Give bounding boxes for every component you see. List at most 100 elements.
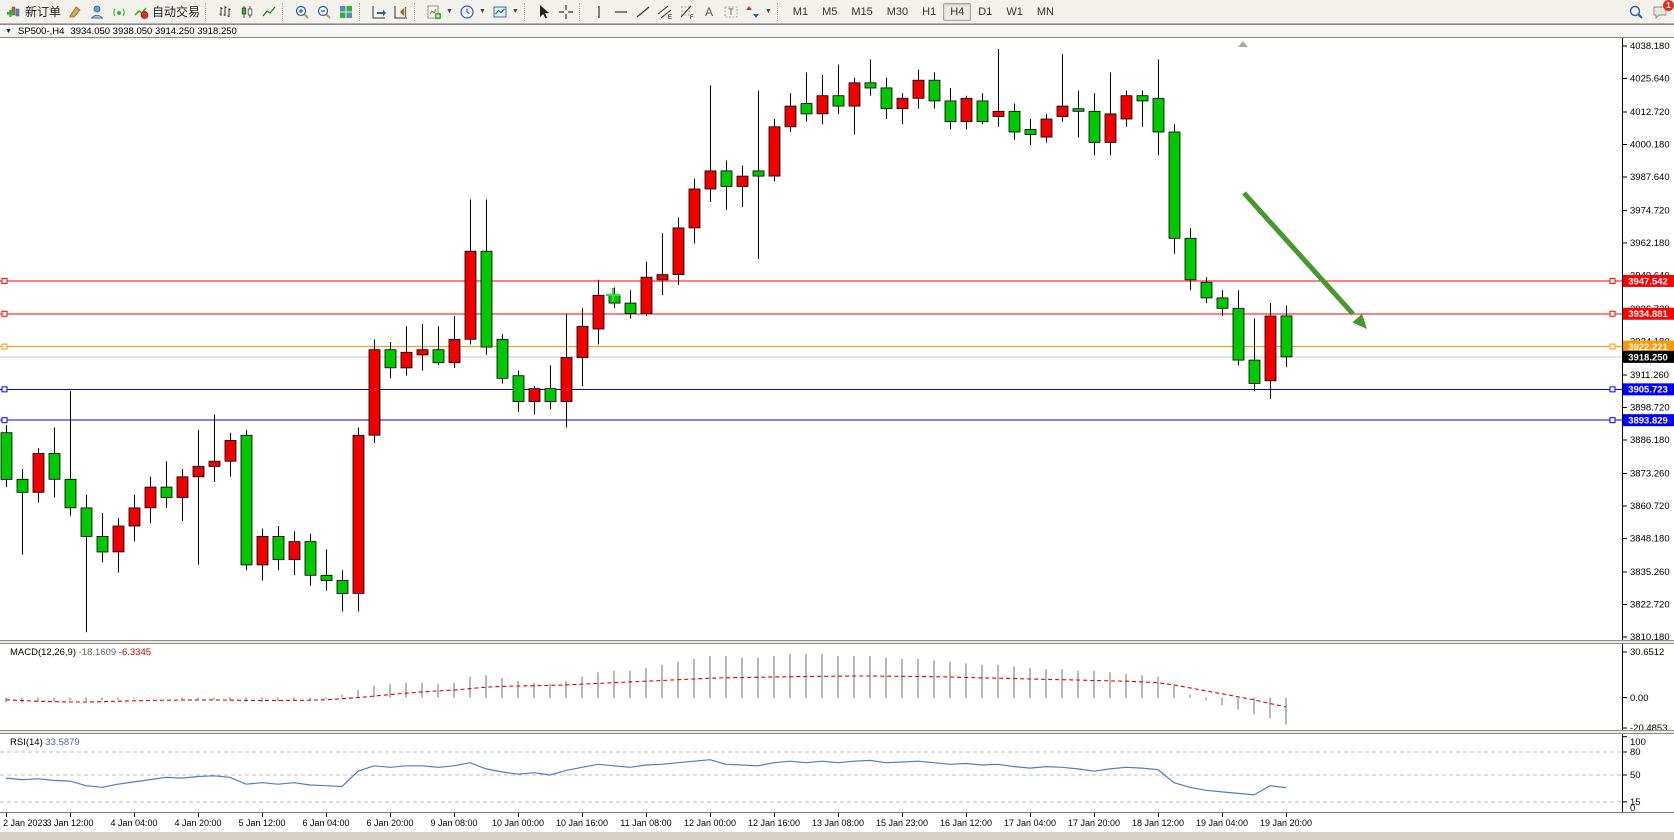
horizontal-line-button[interactable] (610, 2, 632, 22)
tile-windows-button[interactable] (335, 2, 357, 22)
time-axis-label: 5 Jan 12:00 (238, 818, 286, 828)
time-tick (1158, 813, 1159, 817)
arrows-button[interactable]: ▼ (742, 2, 775, 22)
timeframe-button-w1[interactable]: W1 (1006, 5, 1023, 18)
chart-shift-marker[interactable] (1238, 41, 1248, 47)
crosshair-button[interactable] (555, 2, 577, 22)
rsi-tick-label: 15 (1630, 797, 1641, 808)
line-anchor[interactable] (1609, 277, 1616, 284)
candle (1264, 303, 1277, 399)
candle (80, 494, 93, 633)
line-chart-button[interactable] (258, 2, 280, 22)
auto-scroll-button[interactable] (368, 2, 390, 22)
timeframe-button-m15[interactable]: M15 (851, 5, 873, 18)
candle (544, 365, 557, 410)
candle (160, 461, 173, 508)
periods-button[interactable]: ▼ (456, 2, 489, 22)
zoom-in-button[interactable] (291, 2, 313, 22)
candle (1136, 90, 1149, 127)
notifications-button[interactable]: 1 (1652, 0, 1674, 20)
candle (1040, 113, 1053, 143)
candle (1056, 54, 1069, 122)
timeframe-button-m1[interactable]: M1 (792, 5, 809, 18)
candle (832, 64, 845, 114)
down-arrow-object[interactable] (1242, 191, 1355, 316)
chart-shift-button[interactable] (390, 2, 412, 22)
timeframe-button-h1[interactable]: H1 (922, 5, 937, 18)
trendline-icon (636, 6, 650, 17)
line-anchor[interactable] (1, 310, 8, 317)
autotrading-button[interactable]: 自动交易 (130, 2, 203, 22)
candle (1248, 318, 1261, 392)
equidistant-channel-button[interactable]: E (654, 2, 676, 22)
candle (256, 528, 269, 581)
line-anchor[interactable] (1609, 310, 1616, 317)
line-anchor[interactable] (1609, 343, 1616, 350)
signals-button[interactable] (108, 2, 130, 22)
macd-tick-label: 30.6512 (1630, 647, 1664, 658)
auto-scroll-icon (372, 5, 387, 18)
candle (432, 326, 445, 366)
time-axis-label: 15 Jan 23:00 (875, 818, 929, 828)
candle (304, 533, 317, 586)
time-axis-label: 19 Jan 04:00 (1195, 818, 1249, 828)
bar-chart-button[interactable] (214, 2, 236, 22)
cursor-button[interactable] (533, 2, 555, 22)
channel-letter: E (668, 15, 672, 20)
timeframe-button-mn[interactable]: MN (1036, 5, 1054, 18)
fibonacci-button[interactable]: F (676, 2, 698, 22)
candle (576, 308, 589, 387)
candlestick-chart-button[interactable] (236, 2, 258, 22)
candle (1280, 305, 1293, 368)
price-line-label-text: 3905.723 (1628, 385, 1668, 396)
text-label-button[interactable]: T (720, 2, 742, 22)
text-button[interactable]: A (698, 2, 720, 22)
candle (320, 549, 333, 591)
price-line-label (1623, 414, 1674, 427)
collapse-triangle-icon[interactable]: ▼ (5, 27, 12, 35)
line-anchor[interactable] (1, 417, 8, 424)
timeframe-button-h4[interactable]: H4 (943, 2, 972, 21)
search-icon[interactable] (1628, 4, 1644, 20)
styles-button[interactable] (64, 2, 86, 22)
candle (384, 341, 397, 379)
indicators-button[interactable]: ▼ (423, 2, 456, 22)
candle (1184, 227, 1197, 291)
candle (128, 494, 141, 542)
line-anchor[interactable] (1, 277, 8, 284)
expert-advisors-button[interactable] (86, 2, 108, 22)
candle (288, 531, 301, 576)
vertical-line-button[interactable] (588, 2, 610, 22)
time-axis: 2 Jan 2023 3 Jan 12:00 4 Jan 04:00 4 Jan 20… (0, 812, 1674, 831)
panel-divider[interactable] (0, 640, 1674, 644)
templates-button[interactable]: ▼ (489, 2, 522, 22)
line-anchor[interactable] (1, 386, 8, 393)
timeframe-button-m5[interactable]: M5 (822, 5, 838, 18)
time-tick (326, 813, 327, 817)
price-tick-label: 3962.180 (1630, 238, 1670, 249)
price-tick-label: 3860.720 (1630, 501, 1670, 512)
price-line-label (1623, 307, 1674, 320)
trendline-button[interactable] (632, 2, 654, 22)
new-order-button[interactable]: 新订单 (3, 2, 64, 22)
line-anchor[interactable] (1609, 417, 1616, 424)
candle (592, 279, 605, 345)
price-tick-label: 3974.720 (1630, 206, 1670, 217)
timeframe-button-d1[interactable]: D1 (978, 5, 993, 18)
candle (176, 468, 189, 521)
rsi-panel: RSI(14) 33.5879 100 80 50 15 0 (0, 734, 1674, 812)
line-anchor[interactable] (1, 343, 8, 350)
text-letter: A (705, 5, 713, 19)
time-tick (454, 813, 455, 817)
rsi-line (5, 759, 1287, 796)
cross-marker-object[interactable] (606, 288, 620, 302)
zoom-out-button[interactable] (313, 2, 335, 22)
chart-titlebar[interactable]: ▼ SP500-,H4 3934.050 3938.050 3914.250 3… (0, 24, 1674, 38)
panel-divider[interactable] (0, 730, 1674, 734)
time-tick (198, 813, 199, 817)
time-axis-label: 4 Jan 04:00 (110, 818, 158, 828)
price-tick-label: 3810.180 (1630, 632, 1670, 640)
timeframe-button-m30[interactable]: M30 (886, 5, 909, 18)
price-line-label-text: 3918.250 (1628, 352, 1668, 363)
line-anchor[interactable] (1609, 386, 1616, 393)
